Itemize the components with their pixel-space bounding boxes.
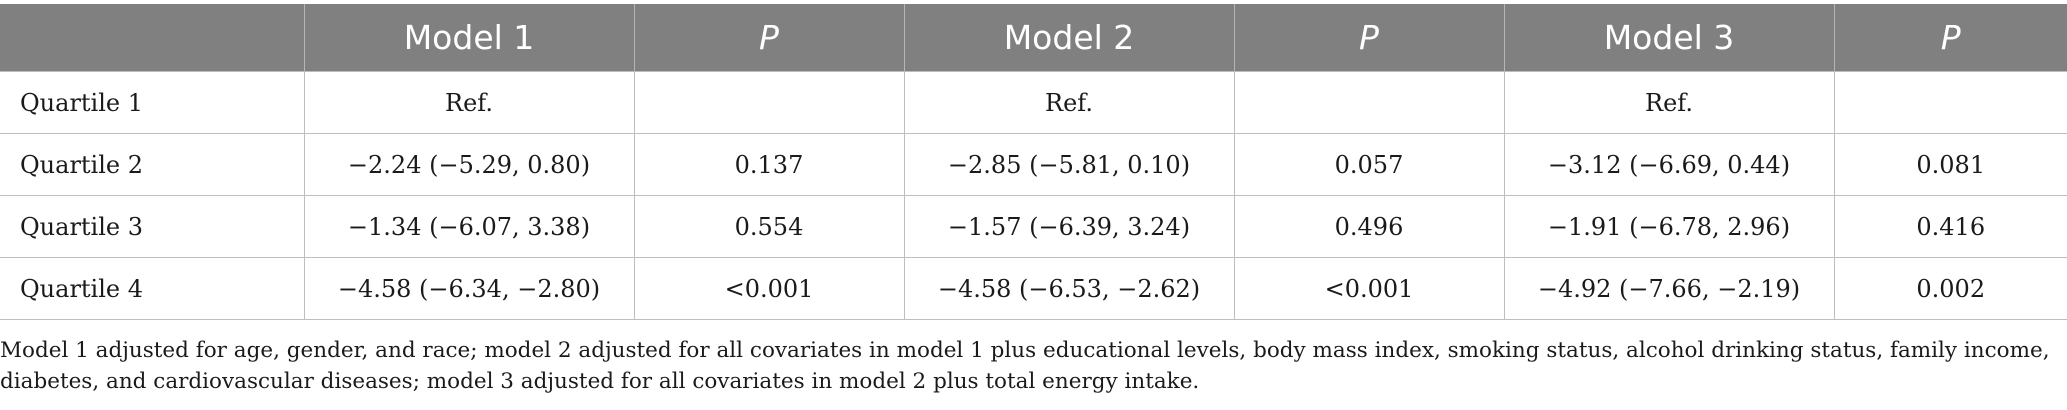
model-3-p-value: 0.081 xyxy=(1833,133,2067,196)
model-3-p-value: 0.002 xyxy=(1833,257,2067,320)
results-table: Model 1 P Model 2 P Model 3 P Quartile 1… xyxy=(0,4,2067,320)
model-2-estimate: −1.57 (−6.39, 3.24) xyxy=(903,195,1235,258)
model-1-estimate: −1.34 (−6.07, 3.38) xyxy=(303,195,635,258)
results-table-container: Model 1 P Model 2 P Model 3 P Quartile 1… xyxy=(0,4,2067,320)
model-3-estimate: −1.91 (−6.78, 2.96) xyxy=(1503,195,1835,258)
model-1-p-value xyxy=(633,71,905,134)
header-p-2: P xyxy=(1233,4,1504,72)
model-2-estimate: −2.85 (−5.81, 0.10) xyxy=(903,133,1235,196)
model-1-p-value: <0.001 xyxy=(633,257,905,320)
model-2-p-value: <0.001 xyxy=(1233,257,1505,320)
row-label: Quartile 4 xyxy=(0,257,305,320)
table-row: Quartile 2 −2.24 (−5.29, 0.80) 0.137 −2.… xyxy=(0,133,2067,196)
model-2-p-value: 0.496 xyxy=(1233,195,1505,258)
table-row: Quartile 3 −1.34 (−6.07, 3.38) 0.554 −1.… xyxy=(0,195,2067,258)
model-3-p-value xyxy=(1833,71,2067,134)
model-3-p-value: 0.416 xyxy=(1833,195,2067,258)
model-2-estimate: Ref. xyxy=(903,71,1235,134)
model-3-estimate: −3.12 (−6.69, 0.44) xyxy=(1503,133,1835,196)
table-row: Quartile 1 Ref. Ref. Ref. xyxy=(0,71,2067,134)
model-2-estimate: −4.58 (−6.53, −2.62) xyxy=(903,257,1235,320)
header-model-3: Model 3 xyxy=(1503,4,1834,72)
row-label: Quartile 2 xyxy=(0,133,305,196)
row-label: Quartile 3 xyxy=(0,195,305,258)
model-2-p-value: 0.057 xyxy=(1233,133,1505,196)
header-model-2: Model 2 xyxy=(903,4,1234,72)
model-2-p-value xyxy=(1233,71,1505,134)
row-label: Quartile 1 xyxy=(0,71,305,134)
model-1-estimate: Ref. xyxy=(303,71,635,134)
table-header-row: Model 1 P Model 2 P Model 3 P xyxy=(0,4,2067,72)
header-model-1: Model 1 xyxy=(303,4,634,72)
table-footnote: Model 1 adjusted for age, gender, and ra… xyxy=(0,338,2050,394)
model-3-estimate: −4.92 (−7.66, −2.19) xyxy=(1503,257,1835,320)
model-1-estimate: −2.24 (−5.29, 0.80) xyxy=(303,133,635,196)
model-1-p-value: 0.554 xyxy=(633,195,905,258)
model-1-p-value: 0.137 xyxy=(633,133,905,196)
header-p-3: P xyxy=(1833,4,2067,72)
table-row: Quartile 4 −4.58 (−6.34, −2.80) <0.001 −… xyxy=(0,257,2067,320)
header-p-1: P xyxy=(633,4,904,72)
model-1-estimate: −4.58 (−6.34, −2.80) xyxy=(303,257,635,320)
header-blank xyxy=(0,4,304,72)
model-3-estimate: Ref. xyxy=(1503,71,1835,134)
